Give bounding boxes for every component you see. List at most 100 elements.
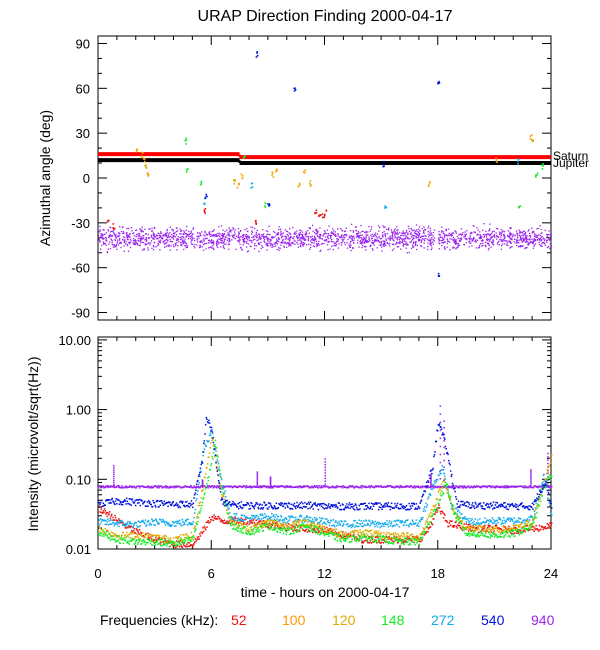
azimuth-point-940	[340, 236, 342, 238]
intensity-point-272	[346, 523, 349, 525]
azimuth-point-940	[510, 233, 512, 236]
azimuth-point-940	[267, 245, 269, 247]
intensity-point-272	[243, 514, 246, 517]
intensity-point-272	[511, 518, 513, 521]
azimuth-point-940	[251, 226, 254, 229]
azimuth-point-940	[367, 241, 369, 243]
azimuth-point-940	[201, 231, 203, 233]
intensity-point-272	[550, 513, 552, 515]
intensity-point-52	[442, 512, 444, 514]
azimuth-point-940	[313, 240, 316, 242]
intensity-point-272	[379, 522, 382, 525]
azimuth-point-940	[192, 227, 194, 229]
azimuth-point-940	[115, 246, 117, 248]
intensity-spike-940	[430, 473, 432, 476]
azimuth-point-940	[293, 238, 295, 240]
azimuth-point-940	[361, 234, 364, 236]
azimuth-point-940	[457, 245, 459, 248]
intensity-point-272	[379, 526, 381, 529]
azimuth-point-940	[177, 245, 179, 247]
intensity-point-272	[387, 523, 389, 526]
azimuth-point-940	[402, 238, 404, 240]
azimuth-point-940	[419, 232, 421, 235]
azimuth-point-940	[105, 239, 107, 242]
azimuth-point-940	[184, 245, 186, 247]
azimuth-point-940	[190, 243, 193, 245]
intensity-point-940	[350, 486, 353, 488]
azimuth-point-940	[352, 236, 354, 238]
azimuth-point-940	[166, 235, 168, 237]
azimuth-point-52	[317, 215, 320, 217]
intensity-point-52	[296, 529, 298, 531]
intensity-point-940	[462, 485, 464, 487]
intensity-point-272	[396, 519, 398, 521]
intensity-spike-940	[256, 480, 259, 482]
azimuth-point-940	[424, 234, 426, 237]
azimuth-point-148	[535, 176, 537, 178]
intensity-point-272	[366, 522, 369, 525]
azimuth-point-940	[429, 240, 432, 242]
azimuth-point-940	[194, 239, 196, 242]
azimuth-point-940	[172, 229, 174, 231]
azimuth-point-940	[307, 239, 309, 241]
azimuth-point-940	[237, 236, 239, 238]
intensity-point-272	[512, 523, 515, 525]
azimuth-point-940	[166, 230, 168, 232]
intensity-point-120	[221, 493, 223, 496]
intensity-point-272	[455, 508, 458, 510]
intensity-point-272	[529, 516, 532, 518]
intensity-point-940	[250, 485, 252, 488]
intensity-point-272	[171, 524, 173, 526]
azimuth-point-940	[285, 243, 287, 245]
azimuth-point-120	[234, 179, 236, 181]
azimuth-point-940	[449, 249, 451, 251]
azimuth-point-940	[136, 242, 138, 244]
intensity-point-52	[449, 520, 451, 522]
intensity-point-272	[265, 515, 268, 518]
intensity-point-120	[136, 533, 138, 535]
azimuth-point-940	[199, 234, 201, 236]
intensity-point-52	[297, 525, 299, 528]
intensity-spike-940	[430, 475, 432, 477]
azimuth-point-940	[482, 239, 484, 241]
azimuth-point-940	[488, 230, 490, 232]
azimuth-point-940	[309, 240, 312, 242]
azimuth-point-940	[359, 240, 361, 243]
intensity-spike-940	[443, 479, 445, 481]
azimuth-point-940	[242, 238, 244, 240]
intensity-point-940	[367, 486, 370, 488]
azimuth-point-940	[407, 244, 409, 246]
azimuth-point-940	[224, 230, 226, 233]
intensity-spike-940	[113, 465, 115, 467]
azimuth-point-940	[332, 241, 334, 243]
azimuth-point-940	[352, 240, 354, 242]
azimuth-point-940	[162, 235, 165, 237]
intensity-point-940	[455, 485, 458, 487]
azimuth-point-940	[468, 237, 470, 239]
azimuth-point-940	[452, 232, 455, 234]
azimuth-point-940	[142, 241, 145, 244]
azimuth-point-940	[488, 242, 490, 244]
azimuth-point-940	[121, 232, 124, 235]
intensity-point-940	[259, 485, 261, 487]
azimuth-point-940	[483, 233, 485, 236]
intensity-point-272	[339, 524, 342, 526]
azimuth-point-940	[101, 233, 103, 235]
azimuth-point-940	[129, 242, 131, 244]
azimuth-point-940	[527, 230, 529, 232]
azimuth-point-940	[411, 229, 413, 231]
azimuth-point-940	[193, 237, 195, 240]
azimuth-point-940	[376, 237, 378, 239]
azimuth-point-940	[274, 231, 276, 234]
azimuth-ytick-label: 0	[83, 171, 90, 186]
azimuth-point-940	[99, 230, 101, 232]
intensity-point-940	[215, 487, 218, 489]
azimuth-point-52	[315, 209, 318, 212]
azimuth-point-940	[383, 245, 386, 247]
intensity-point-940	[475, 485, 478, 487]
intensity-point-940	[129, 485, 132, 487]
intensity-point-272	[401, 520, 403, 522]
intensity-point-940	[313, 485, 316, 487]
